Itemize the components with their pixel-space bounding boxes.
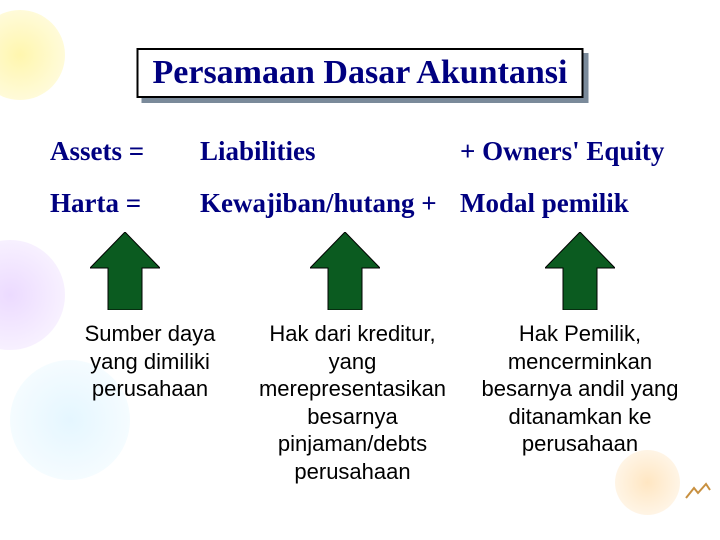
eq-id-assets: Harta = bbox=[50, 188, 200, 219]
bg-bokeh-yellow bbox=[0, 10, 65, 100]
eq-id-owners-equity: Modal pemilik bbox=[460, 188, 680, 219]
arrow-path bbox=[545, 232, 615, 310]
description-assets: Sumber daya yang dimiliki perusahaan bbox=[70, 320, 230, 403]
bg-bokeh-orange bbox=[615, 450, 680, 515]
arrow-path bbox=[310, 232, 380, 310]
arrow-path bbox=[90, 232, 160, 310]
slide-title: Persamaan Dasar Akuntansi bbox=[137, 48, 584, 98]
eq-id-liabilities: Kewajiban/hutang + bbox=[200, 188, 460, 219]
corner-accent-icon bbox=[684, 482, 712, 500]
eq-en-liabilities: Liabilities bbox=[200, 136, 460, 167]
up-arrow-icon bbox=[545, 232, 615, 310]
description-owners-equity: Hak Pemilik, mencerminkan besarnya andil… bbox=[475, 320, 685, 458]
eq-en-assets: Assets = bbox=[50, 136, 200, 167]
eq-en-owners-equity: + Owners' Equity bbox=[460, 136, 680, 167]
equation-indonesian: Harta = Kewajiban/hutang + Modal pemilik bbox=[50, 188, 680, 219]
up-arrow-icon bbox=[90, 232, 160, 310]
equation-english: Assets = Liabilities + Owners' Equity bbox=[50, 136, 680, 167]
up-arrow-icon bbox=[310, 232, 380, 310]
description-liabilities: Hak dari kreditur, yang merepresentasika… bbox=[255, 320, 450, 485]
bg-bokeh-purple bbox=[0, 240, 65, 350]
